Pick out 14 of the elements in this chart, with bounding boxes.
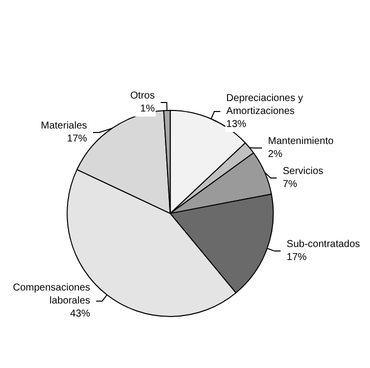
slice-label: Mantenimiento	[268, 136, 334, 148]
data-label: 13%	[226, 119, 246, 130]
slice-label: Otros	[130, 90, 155, 102]
data-label: 43%	[70, 308, 90, 320]
slice-label: Servicios	[282, 166, 324, 178]
data-label: 1%	[140, 103, 155, 114]
slice-label: Sub-contratados	[286, 239, 360, 250]
data-label: 17%	[286, 252, 307, 264]
slice-label: Depreciaciones y Amortizaciones	[226, 93, 306, 118]
slice-label: Materiales	[40, 120, 88, 132]
data-label: 7%	[282, 179, 298, 190]
data-label: 17%	[67, 133, 88, 144]
slice-label: Compensaciones laborales	[12, 282, 90, 307]
data-label: 2%	[268, 149, 283, 160]
